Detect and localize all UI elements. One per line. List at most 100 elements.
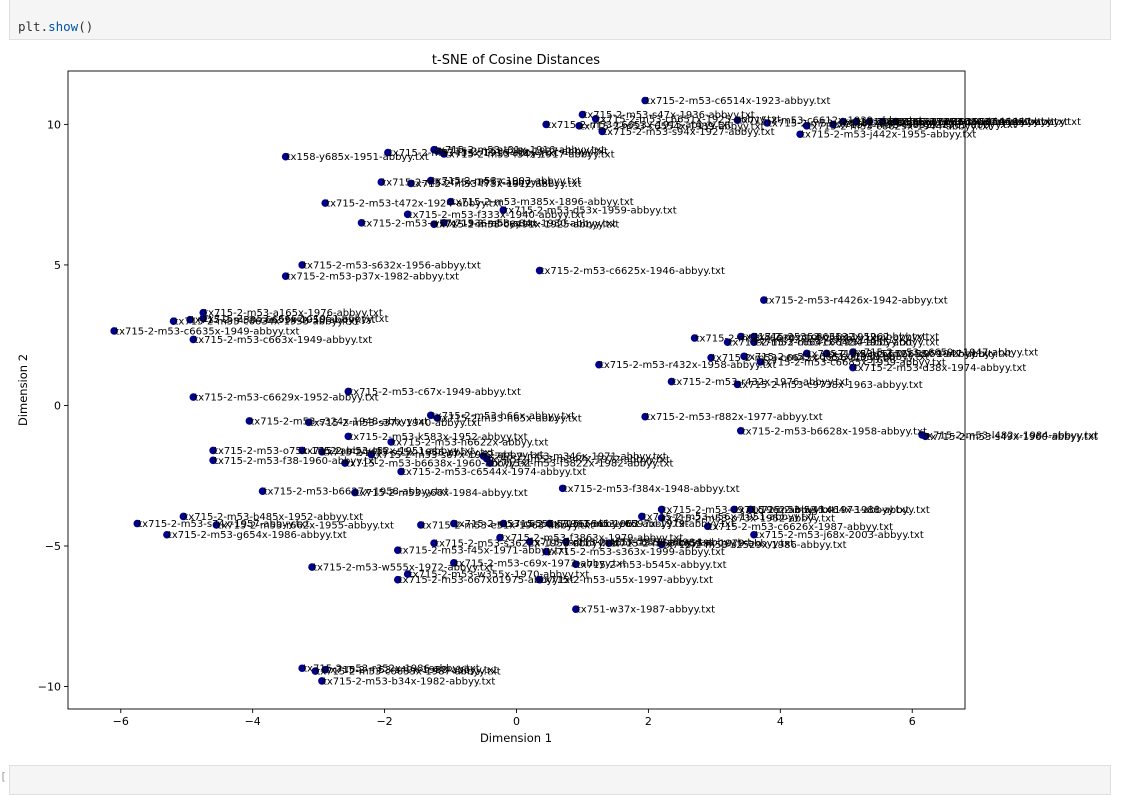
point-label: tx715-2-m53-c6631x-1956-abbyy.txt: [884, 117, 1068, 128]
data-point: [746, 505, 755, 514]
point-label: tx715-2-m53-s632x-1956-abbyy.txt: [303, 260, 481, 271]
data-point: [110, 327, 118, 335]
point-label: tx715-2-m53-s3622x-1958-abbyy.txt: [435, 539, 619, 550]
point-label: tx715-2-m53-c6651x-1958-abbyy.txt: [745, 352, 929, 363]
data-point: [430, 539, 438, 547]
data-point: [638, 512, 646, 521]
point-label: tx715-2-m53-f3822x-1982-abbyy.txt: [491, 459, 673, 470]
data-point: [258, 487, 267, 495]
x-tick-label: −6: [113, 715, 129, 728]
data-point: [281, 272, 290, 280]
point-label: tx715-2-m53-c6626x-1987-abbyy.txt: [709, 522, 893, 533]
point-label: tx715-2-m53-c6641x-1954-abbyy.txt: [729, 338, 913, 349]
data-point: [641, 96, 649, 105]
point-label: tx715-2-m53-c6629x-1944-abbyy.txt: [808, 121, 992, 132]
point-label: tx715-2-m53-m346x-1971-abbyy.txt: [485, 452, 667, 463]
point-label: tx715-2-m53-g654x-1986-abbyy.txt: [168, 530, 347, 541]
data-point: [852, 117, 860, 126]
data-point: [891, 117, 900, 126]
point-label: tx715-2-m53-c6632x-1962-abbyy.txt: [755, 332, 939, 343]
data-point: [733, 116, 742, 124]
data-point: [163, 530, 171, 539]
x-axis: −6 −4 −2 0 2 4 6: [113, 709, 916, 728]
data-point: [318, 677, 326, 685]
point-label: tx715-2-m53-l482x-1984-abbyy.txt: [923, 430, 1098, 441]
next-code-cell[interactable]: [9, 765, 1111, 795]
point-label: tx715-2-m53-c69x-1973-abbyy.txt: [455, 558, 627, 569]
data-point: [446, 197, 455, 206]
data-point: [878, 117, 887, 126]
point-label: tx715-2-m53-c663x-1949-abbyy.txt: [194, 335, 372, 346]
x-tick-label: −2: [376, 715, 392, 728]
point-label: tx715-2-m53-s324x-1948-abbyy.txt: [250, 416, 428, 427]
point-label: tx715-2-m53-r4426x-1942-abbyy.txt: [765, 296, 948, 307]
data-point: [802, 122, 811, 130]
x-tick-label: −4: [245, 715, 261, 728]
point-label: tx715-2-m53-f33x-1916-abbyy.txt: [389, 148, 559, 159]
data-point: [572, 605, 580, 614]
point-label: tx715-2-m53-s74x-1957-abbyy.txt: [138, 519, 309, 530]
data-point: [641, 412, 649, 421]
point-label: tx715-2-m53-c6491x-1925-abbyy.txt: [435, 220, 619, 231]
code-suffix: (): [78, 19, 94, 34]
point-label: tx715-2-m53-m347x-1972-abbyy.txt: [488, 454, 670, 465]
data-point: [756, 358, 765, 366]
point-label: tx715-2-m53-s84x-1930-abbyy.txt: [445, 218, 616, 229]
data-point: [450, 519, 458, 528]
data-point: [344, 387, 353, 396]
point-label: tx715-2-m53-c6642x-1955-abbyy.txt: [755, 338, 939, 349]
chart-title: t-SNE of Cosine Distances: [432, 53, 600, 68]
data-point: [209, 456, 217, 465]
data-point: [499, 519, 508, 528]
data-point: [667, 377, 676, 386]
point-label: tx715-2-m53-c6635x-1949-abbyy.txt: [115, 326, 299, 337]
data-point: [393, 546, 402, 555]
point-label: tx715-2-m53-a165x-1976-abbyy.txt: [204, 308, 383, 319]
data-point: [397, 467, 405, 476]
data-point: [733, 380, 742, 389]
point-label: tx715-2-m53-u55x-1997-abbyy.txt: [541, 575, 713, 586]
data-point: [433, 414, 442, 422]
data-point: [209, 446, 217, 455]
data-point: [407, 179, 415, 188]
point-label: tx751-w37x-1987-abbyy.txt: [577, 605, 715, 616]
code-prefix: plt.: [18, 19, 49, 34]
point-label: tx715-2-m53-s37x-1940-abbyy.txt: [310, 418, 481, 429]
point-label: tx715-2-m53-c6556x-1963-abbyy.txt: [504, 519, 688, 530]
point-label: tx715-2-m53-c6652x-1959-abbyy.txt: [808, 349, 992, 360]
point-label: tx715-2-m53-f48x-1927-abbyy.txt: [438, 147, 608, 158]
point-label: tx715-2-m53-f3863x-1979-abbyy.txt: [501, 533, 683, 544]
x-tick-label: 2: [645, 715, 652, 728]
y-tick-label: 5: [54, 259, 61, 272]
point-label: tx715-2-m53-f384x-1948-abbyy.txt: [564, 484, 740, 495]
point-label: tx715-2-m53-k583x-1952-abbyy.txt: [349, 432, 527, 443]
data-point: [344, 432, 353, 441]
data-point: [281, 152, 290, 161]
code-cell[interactable]: plt.show(): [9, 0, 1111, 40]
data-point: [212, 521, 221, 529]
point-label: tx715-2-m53-c6628x-1953-abbyy.txt: [857, 117, 1041, 128]
point-label: tx715-2-m53-c6555x-1961-abbyy.txt: [455, 519, 639, 530]
data-point: [760, 296, 768, 304]
data-point: [657, 514, 666, 522]
code-text: plt.show(): [18, 19, 93, 34]
data-point: [750, 530, 758, 539]
point-label: tx715-2-m53-f75x-1957-abbyy.txt: [382, 178, 552, 189]
y-tick-label: 0: [54, 399, 61, 412]
point-label: tx715-2-m53-b34x-1982-abbyy.txt: [323, 676, 495, 687]
point-label: tx715-2-m53-p37x-1982-abbyy.txt: [287, 272, 459, 283]
data-point: [736, 426, 745, 435]
point-label: tx715-2-m53-c6643x-1956-abbyy.txt: [712, 353, 896, 364]
data-point: [440, 218, 448, 227]
data-point: [690, 334, 699, 342]
data-point: [572, 560, 580, 569]
data-point: [499, 206, 508, 214]
point-label: tx715-2-m53-f75x-1912-abbyy.txt: [412, 179, 582, 190]
point-label: tx715-2-m53-c6653x-1915-abbyy.txt: [547, 120, 731, 131]
data-point: [822, 349, 831, 358]
data-point: [426, 411, 435, 420]
data-point: [736, 332, 745, 341]
point-label: tx715-2-m53-o67x01975-abbyy.txt: [399, 575, 574, 586]
data-point: [486, 459, 494, 467]
point-label: tx715-2-m53-w57x-1936-abbyy.txt: [363, 218, 537, 229]
